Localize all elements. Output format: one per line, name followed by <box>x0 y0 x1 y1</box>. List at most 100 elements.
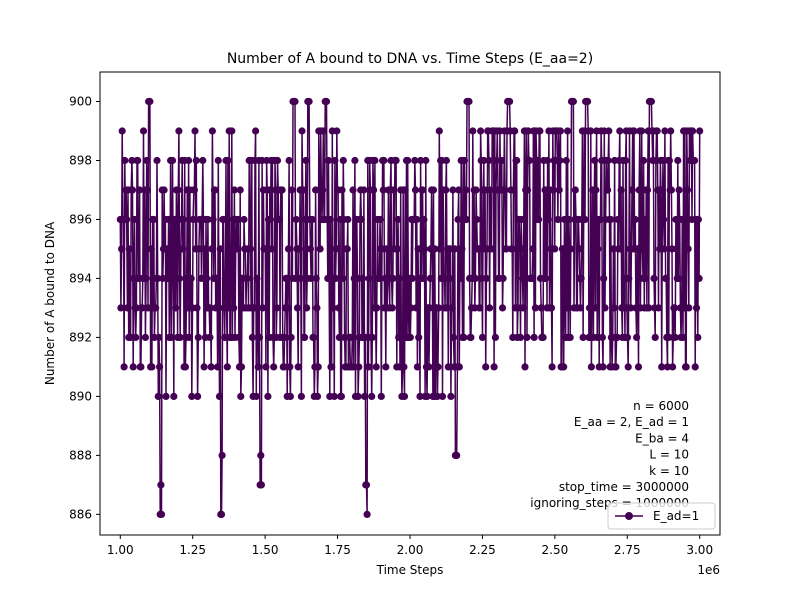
series-point <box>685 304 693 312</box>
series-point <box>607 215 615 224</box>
series-point <box>217 510 226 518</box>
series-point <box>593 333 601 341</box>
series-point <box>674 274 683 282</box>
series-point <box>667 186 676 194</box>
series-point <box>406 333 414 341</box>
series-point <box>187 274 195 282</box>
series-point <box>584 97 592 106</box>
series-point <box>285 156 293 165</box>
legend-marker <box>625 512 633 520</box>
series-point <box>319 127 327 135</box>
series-point <box>542 274 550 282</box>
series-point <box>616 127 624 135</box>
series-point <box>486 186 494 194</box>
series-point <box>280 363 288 371</box>
series-point <box>556 156 564 165</box>
series-point <box>469 127 477 135</box>
series-point <box>132 333 140 341</box>
series-point <box>335 304 343 312</box>
series-point <box>252 127 260 135</box>
annotation-line: E_aa = 2, E_ad = 1 <box>574 415 689 429</box>
series-point <box>482 363 490 371</box>
series-point <box>206 304 215 312</box>
series-point <box>248 333 256 341</box>
series-point <box>520 215 528 224</box>
series-point <box>185 333 193 341</box>
series-point <box>200 363 208 371</box>
series-point <box>417 156 425 165</box>
series-point <box>523 333 531 341</box>
series-point <box>604 186 612 194</box>
series-point <box>653 127 661 135</box>
series-point <box>150 215 158 224</box>
series-point <box>203 274 211 282</box>
series-point <box>261 245 269 253</box>
series-point <box>643 186 652 194</box>
series-point <box>537 304 545 312</box>
series-point <box>473 215 481 224</box>
series-point <box>179 215 187 224</box>
series-point <box>588 274 596 282</box>
series-point <box>236 186 244 194</box>
y-tick-label: 886 <box>69 507 92 521</box>
series-point <box>682 363 690 371</box>
series-point <box>194 392 202 400</box>
series-point <box>600 274 608 282</box>
series-point <box>293 304 302 312</box>
series-point <box>449 186 457 194</box>
series-point <box>254 304 262 312</box>
series-point <box>455 363 463 371</box>
y-tick-label: 894 <box>69 271 92 285</box>
series-point <box>460 333 468 341</box>
series-point <box>169 245 177 253</box>
series-point <box>426 274 434 282</box>
series-point <box>669 363 677 371</box>
series-point <box>209 215 217 224</box>
series-point <box>215 304 223 312</box>
series-point <box>435 127 443 135</box>
series-point <box>286 392 294 400</box>
series-point <box>559 245 567 253</box>
x-tick-label: 1.50 <box>252 543 279 557</box>
series-point <box>630 127 638 135</box>
series-point <box>591 304 599 312</box>
series-point <box>400 363 408 371</box>
series-point <box>521 363 529 371</box>
series-point <box>382 363 390 371</box>
series-point <box>477 127 485 135</box>
series-point <box>146 97 154 106</box>
series-point <box>375 274 383 282</box>
series-point <box>142 274 150 282</box>
series-point <box>319 186 327 194</box>
series-point <box>481 186 489 194</box>
series-point <box>152 304 160 312</box>
series-point <box>208 245 216 253</box>
series-point <box>148 363 156 371</box>
series-point <box>176 274 184 282</box>
series-point <box>350 363 358 371</box>
series-point <box>694 333 702 341</box>
series-point <box>331 156 339 165</box>
series-point <box>420 245 429 253</box>
series-point <box>137 363 145 371</box>
series-point <box>165 215 173 224</box>
series-point <box>490 363 498 371</box>
series-point <box>302 156 310 165</box>
series-point <box>554 215 562 224</box>
series-point <box>204 215 212 224</box>
series-point <box>442 156 450 165</box>
y-tick-label: 898 <box>69 153 92 167</box>
y-tick-label: 888 <box>69 448 92 462</box>
series-point <box>219 215 227 224</box>
series-point <box>221 333 229 341</box>
series-point <box>299 186 307 194</box>
series-point <box>524 127 532 135</box>
y-tick-label: 900 <box>69 94 92 108</box>
series-point <box>566 333 574 341</box>
series-point <box>419 274 427 282</box>
series-point <box>332 274 340 282</box>
series-point <box>548 363 556 371</box>
series-point <box>333 127 341 135</box>
annotation-line: stop_time = 3000000 <box>559 480 689 494</box>
series-point <box>237 392 245 400</box>
